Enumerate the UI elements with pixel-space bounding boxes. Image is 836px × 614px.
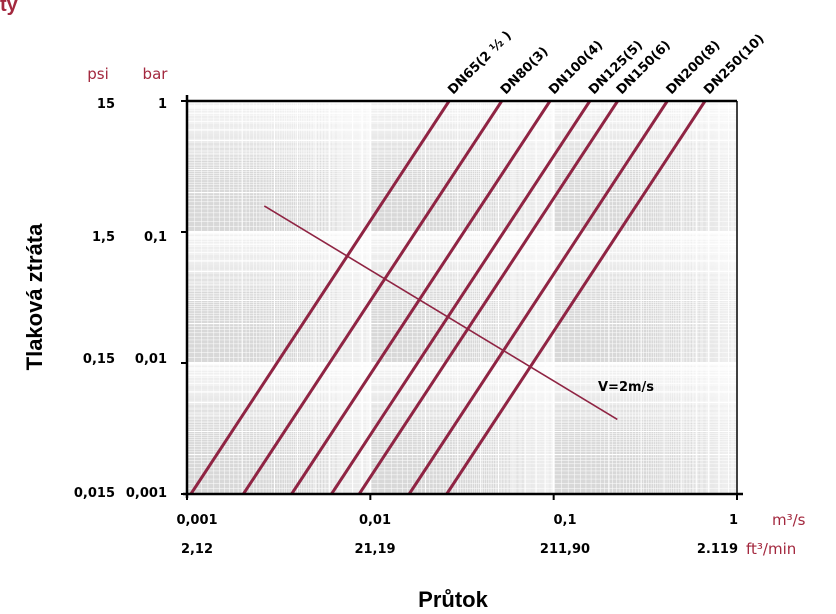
series-line xyxy=(445,100,707,495)
velocity-label: V=2m/s xyxy=(598,380,654,395)
x-tick-label-ft3min: 211,90 xyxy=(540,542,590,557)
y-tick-label-psi: 0,15 xyxy=(83,352,115,367)
unit-m3s: m³/s xyxy=(772,511,806,529)
velocity-line xyxy=(263,205,618,421)
x-tick-label-m3s: 0,1 xyxy=(553,513,576,528)
y-tick-label-psi: 1,5 xyxy=(92,230,115,245)
y-tick-label-psi: 0,015 xyxy=(74,486,115,501)
x-tick-label-m3s: 0,01 xyxy=(359,513,391,528)
series-label: DN80(3) xyxy=(498,44,552,98)
series-line xyxy=(330,100,592,495)
unit-bar: bar xyxy=(143,65,169,83)
x-axis-title: Průtok xyxy=(418,587,488,612)
y-tick-label-psi: 15 xyxy=(97,97,115,112)
x-tick-label-ft3min: 2.119 xyxy=(697,542,738,557)
x-tick-label-m3s: 0,001 xyxy=(176,513,217,528)
series-line xyxy=(357,100,619,495)
x-tick-label-m3s: 1 xyxy=(729,513,738,528)
x-tick-label-ft3min: 21,19 xyxy=(354,542,395,557)
unit-ft3min: ft³/min xyxy=(746,540,796,558)
axes xyxy=(181,95,743,500)
y-tick-label-bar: 1 xyxy=(158,97,167,112)
series-line xyxy=(290,100,552,495)
series-line xyxy=(242,100,504,495)
series-line xyxy=(407,100,669,495)
y-tick-label-bar: 0,01 xyxy=(135,352,167,367)
page-title-fragment: ty xyxy=(0,0,18,16)
series-lines xyxy=(189,100,707,495)
series-line xyxy=(189,100,451,495)
y-tick-label-bar: 0,1 xyxy=(144,230,167,245)
y-tick-label-bar: 0,001 xyxy=(126,486,167,501)
y-axis-title: Tlaková ztráta xyxy=(22,223,47,370)
x-tick-label-ft3min: 2,12 xyxy=(181,542,213,557)
unit-psi: psi xyxy=(87,65,109,83)
